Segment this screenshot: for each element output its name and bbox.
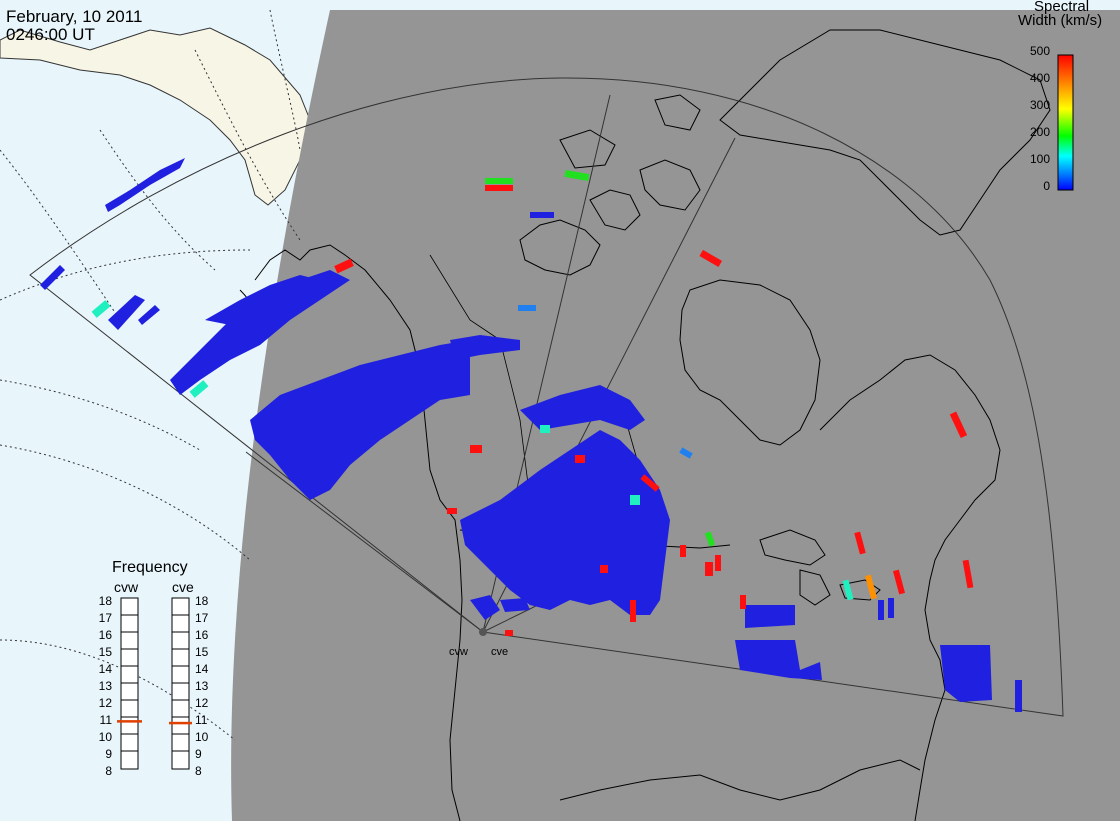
frequency-tick-left: 11: [99, 713, 112, 727]
frequency-tick-right: 13: [195, 679, 209, 693]
cve-column-label: cve: [172, 579, 194, 595]
frequency-tick-right: 10: [195, 730, 209, 744]
radar-site-label-cvw: cvw: [449, 646, 468, 658]
frequency-tick-left: 16: [98, 628, 112, 642]
frequency-tick-right: 14: [195, 662, 209, 676]
echoes-high-width: [91, 169, 974, 636]
frequency-tick-left: 9: [105, 747, 112, 761]
frequency-tick-right: 9: [195, 747, 202, 761]
coastlines: [239, 29, 1051, 821]
frequency-tick-right: 8: [195, 764, 202, 778]
colorbar-gradient: [1057, 54, 1074, 191]
frequency-tick-right: 18: [195, 594, 209, 608]
cvw-frequency-marker: [117, 720, 142, 723]
colorbar-tick: 300: [1029, 98, 1050, 112]
colorbar-tick: 400: [1029, 71, 1050, 85]
colorbar-tick: 200: [1029, 125, 1050, 139]
frequency-tick-left: 15: [98, 645, 112, 659]
day-land-alaska: [0, 27, 311, 206]
cve-frequency-marker: [169, 721, 192, 725]
frequency-tick-right: 12: [195, 696, 209, 710]
frequency-tick-left: 8: [105, 764, 112, 778]
echoes-west: [40, 158, 520, 500]
time-label: 0246:00 UT: [6, 25, 95, 44]
frequency-tick-right: 11: [195, 713, 208, 727]
frequency-bars: [117, 597, 192, 770]
colorbar-tick: 500: [1029, 44, 1050, 58]
frequency-tick-left: 13: [98, 679, 112, 693]
cvw-column-label: cvw: [114, 579, 139, 595]
frequency-title: Frequency: [112, 559, 188, 576]
echoes-east: [460, 385, 1022, 712]
lat-lon-grid: [0, 9, 301, 741]
frequency-tick-left: 14: [98, 662, 112, 676]
frequency-tick-left: 12: [98, 696, 112, 710]
radar-site-marker: [479, 628, 487, 636]
colorbar-tick: 100: [1029, 152, 1050, 166]
frequency-tick-left: 17: [98, 611, 112, 625]
frequency-tick-right: 17: [195, 611, 209, 625]
colorbar-title-line2: Width (km/s): [1018, 12, 1103, 29]
date-label: February, 10 2011: [6, 7, 143, 26]
frequency-tick-right: 15: [195, 645, 209, 659]
frequency-tick-left: 18: [98, 594, 112, 608]
colorbar-title-line1: Spectral: [1034, 0, 1090, 15]
radar-site-label-cve: cve: [491, 646, 509, 658]
frequency-tick-right: 16: [195, 628, 209, 642]
frequency-tick-left: 10: [98, 730, 112, 744]
night-region: [231, 10, 1120, 821]
colorbar-tick: 0: [1043, 179, 1050, 193]
